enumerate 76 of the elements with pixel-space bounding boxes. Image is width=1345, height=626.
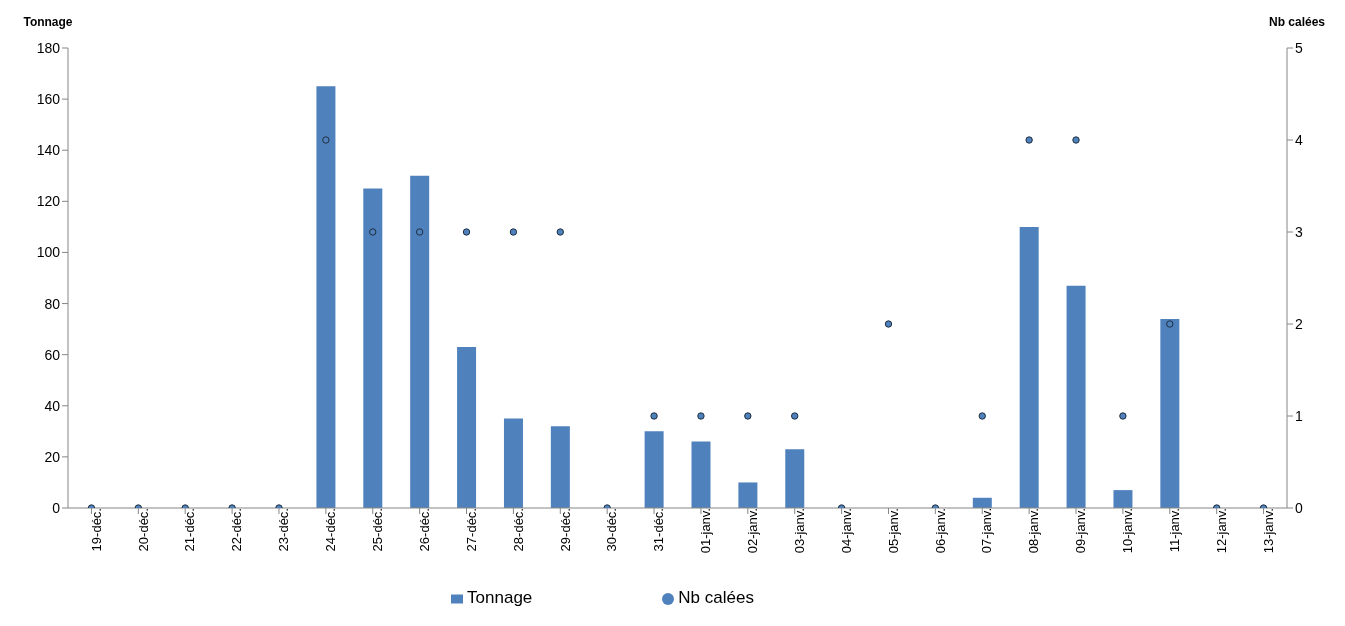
point (1119, 412, 1127, 420)
bar (363, 188, 383, 508)
bar (644, 431, 664, 508)
x-tick-label: 30-déc. (604, 508, 620, 552)
y-tick-label: 80 (44, 295, 61, 312)
x-tick-label: 04-janv. (838, 508, 854, 554)
y-tick-label: 20 (44, 448, 61, 465)
y-tick-label: 160 (36, 91, 61, 108)
y2-tick-label: 2 (1295, 315, 1303, 332)
bar (738, 482, 758, 508)
x-tick-label: 09-janv. (1073, 508, 1089, 554)
x-tick-label: 05-janv. (885, 508, 901, 554)
x-tick-label: 12-janv. (1213, 508, 1229, 554)
point (791, 412, 799, 420)
x-tick-label: 06-janv. (932, 508, 948, 554)
point (697, 412, 705, 420)
x-tick-label: 23-déc. (276, 508, 292, 552)
x-tick-label: 25-déc. (369, 508, 385, 552)
bar (1113, 490, 1133, 508)
bar (503, 418, 523, 508)
point (978, 412, 986, 420)
y-tick-label: 100 (36, 244, 61, 261)
y-tick-label: 60 (44, 346, 61, 363)
point (884, 320, 893, 328)
bar (1066, 285, 1086, 508)
x-tick-label: 13-janv. (1260, 508, 1276, 554)
y2-tick-label: 3 (1295, 223, 1303, 240)
x-tick-label: 28-déc. (510, 508, 526, 552)
point (415, 228, 424, 236)
x-tick-label: 24-déc. (323, 508, 339, 552)
point (462, 228, 471, 236)
point (744, 412, 752, 420)
x-tick-label: 26-déc. (416, 508, 432, 552)
x-tick-label: 21-déc. (182, 508, 198, 552)
x-tick-label: 31-déc. (651, 508, 667, 552)
point (650, 412, 658, 420)
y2-tick-label: 0 (1295, 499, 1303, 516)
bar (410, 175, 430, 508)
y-tick-label: 0 (52, 499, 61, 516)
y-tick-label: 120 (36, 193, 61, 210)
bar (785, 449, 805, 508)
y2-tick-label: 1 (1295, 407, 1303, 424)
x-tick-label: 22-déc. (229, 508, 245, 552)
x-tick-label: 11-janv. (1167, 508, 1183, 553)
point (556, 228, 564, 236)
bar (691, 441, 711, 508)
x-tick-label: 03-janv. (791, 508, 807, 554)
y-tick-label: 40 (44, 397, 61, 414)
bar (550, 426, 570, 508)
legend-label: Nb calées (678, 588, 754, 607)
point (1166, 320, 1174, 328)
x-tick-label: 20-déc. (135, 508, 151, 552)
legend-label: Tonnage (467, 588, 533, 607)
x-tick-label: 01-janv. (698, 508, 714, 554)
bar (1160, 318, 1180, 508)
y-tick-label: 180 (36, 39, 61, 56)
x-tick-label: 08-janv. (1026, 508, 1042, 554)
y-axis-title: Tonnage (23, 15, 73, 29)
point (1072, 136, 1080, 144)
x-tick-label: 19-déc. (88, 508, 104, 552)
x-tick-label: 27-déc. (463, 508, 479, 552)
x-tick-label: 10-janv. (1120, 508, 1136, 554)
y2-axis-title: Nb calées (1268, 15, 1326, 29)
y2-tick-label: 4 (1295, 131, 1303, 148)
bar (457, 347, 477, 508)
x-tick-label: 29-déc. (557, 508, 573, 552)
y2-tick-label: 5 (1295, 39, 1303, 56)
x-tick-label: 02-janv. (745, 508, 761, 554)
point (1025, 136, 1033, 144)
y-tick-label: 140 (36, 142, 61, 159)
point (322, 136, 330, 144)
bar (316, 86, 336, 508)
point (369, 228, 377, 236)
x-tick-label: 07-janv. (979, 508, 995, 554)
point (509, 228, 518, 236)
bar (1019, 226, 1039, 508)
